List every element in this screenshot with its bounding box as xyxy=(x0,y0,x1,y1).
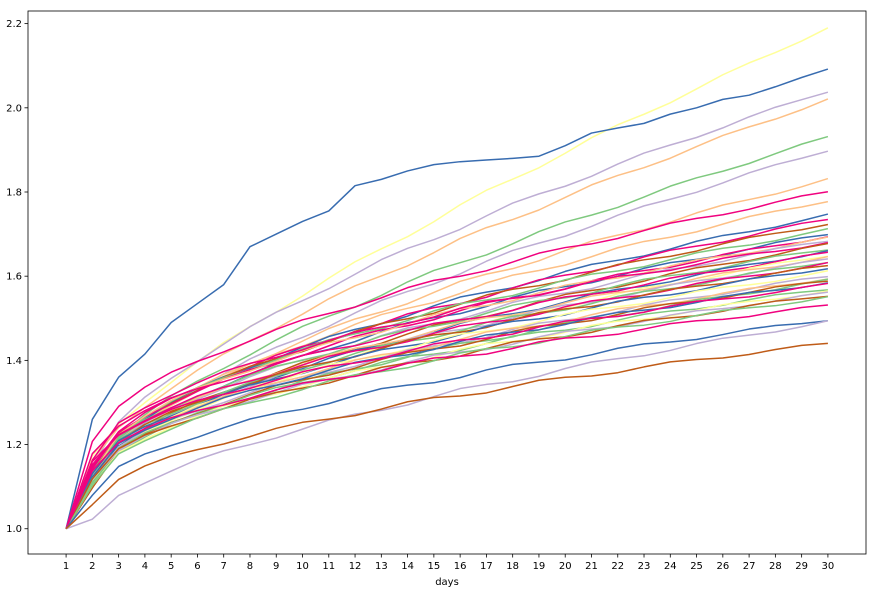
x-tick-label: 26 xyxy=(716,561,729,572)
series-line-30 xyxy=(65,270,829,530)
series-line-3 xyxy=(65,91,829,530)
x-tick-label: 28 xyxy=(769,561,782,572)
y-tick-label: 1.6 xyxy=(6,272,22,283)
series-line-22 xyxy=(65,251,829,529)
series-line-15 xyxy=(65,236,829,530)
x-tick-label: 6 xyxy=(194,561,200,572)
series-line-44 xyxy=(65,320,829,530)
x-tick-label: 29 xyxy=(795,561,808,572)
x-tick-label: 2 xyxy=(89,561,95,572)
x-tick-label: 17 xyxy=(480,561,493,572)
x-tick-label: 20 xyxy=(559,561,572,572)
series-line-8 xyxy=(65,190,829,529)
x-axis: 1 2 3 4 5 6 7 8 9 10 11 12 13 14 15 16 17 18 19 20 21 22 23 24 2… xyxy=(63,554,834,572)
series-line-36 xyxy=(65,282,829,530)
series-line-12 xyxy=(65,223,829,530)
x-tick-label: 10 xyxy=(296,561,309,572)
x-tick-label: 15 xyxy=(427,561,440,572)
x-tick-label: 25 xyxy=(690,561,703,572)
plot-frame xyxy=(27,10,867,555)
y-axis: 1.0 1.2 1.4 1.6 1.8 2.0 2.2 xyxy=(6,19,28,535)
x-axis-label: days xyxy=(435,577,459,588)
y-tick-label: 2.0 xyxy=(6,103,22,114)
x-tick-label: 14 xyxy=(401,561,414,572)
x-tick-label: 3 xyxy=(115,561,121,572)
series-line-18 xyxy=(65,241,829,530)
series-line-45 xyxy=(65,342,828,530)
x-tick-label: 21 xyxy=(585,561,598,572)
series-line-26 xyxy=(65,261,829,530)
series-line-19 xyxy=(65,242,829,530)
series-line-4 xyxy=(65,98,829,530)
series-line-24 xyxy=(65,255,829,530)
series-layer xyxy=(65,27,829,530)
x-tick-label: 19 xyxy=(533,561,546,572)
y-tick-label: 2.2 xyxy=(6,19,22,30)
x-tick-label: 8 xyxy=(247,561,253,572)
y-tick-label: 1.8 xyxy=(6,188,22,199)
x-tick-label: 13 xyxy=(375,561,388,572)
series-line-5 xyxy=(65,135,829,530)
x-tick-label: 7 xyxy=(221,561,227,572)
series-line-42 xyxy=(65,304,828,530)
x-tick-label: 24 xyxy=(664,561,677,572)
series-line-39 xyxy=(65,291,829,530)
y-tick-label: 1.2 xyxy=(6,440,22,451)
x-tick-label: 1 xyxy=(63,561,69,572)
x-tick-label: 9 xyxy=(273,561,279,572)
series-line-27 xyxy=(65,261,829,530)
series-line-2 xyxy=(65,68,829,529)
x-tick-label: 22 xyxy=(611,561,624,572)
y-tick-label: 1.4 xyxy=(6,356,22,367)
x-tick-label: 12 xyxy=(349,561,362,572)
x-tick-label: 23 xyxy=(638,561,651,572)
y-tick-label: 1.0 xyxy=(6,524,22,535)
x-tick-label: 16 xyxy=(454,561,467,572)
x-tick-label: 4 xyxy=(142,561,148,572)
series-line-32 xyxy=(65,278,829,530)
x-tick-label: 30 xyxy=(822,561,835,572)
x-tick-label: 5 xyxy=(168,561,174,572)
series-line-28 xyxy=(65,264,828,530)
series-line-43 xyxy=(65,320,828,530)
x-tick-label: 27 xyxy=(743,561,756,572)
x-tick-label: 11 xyxy=(322,561,335,572)
x-tick-label: 18 xyxy=(506,561,519,572)
